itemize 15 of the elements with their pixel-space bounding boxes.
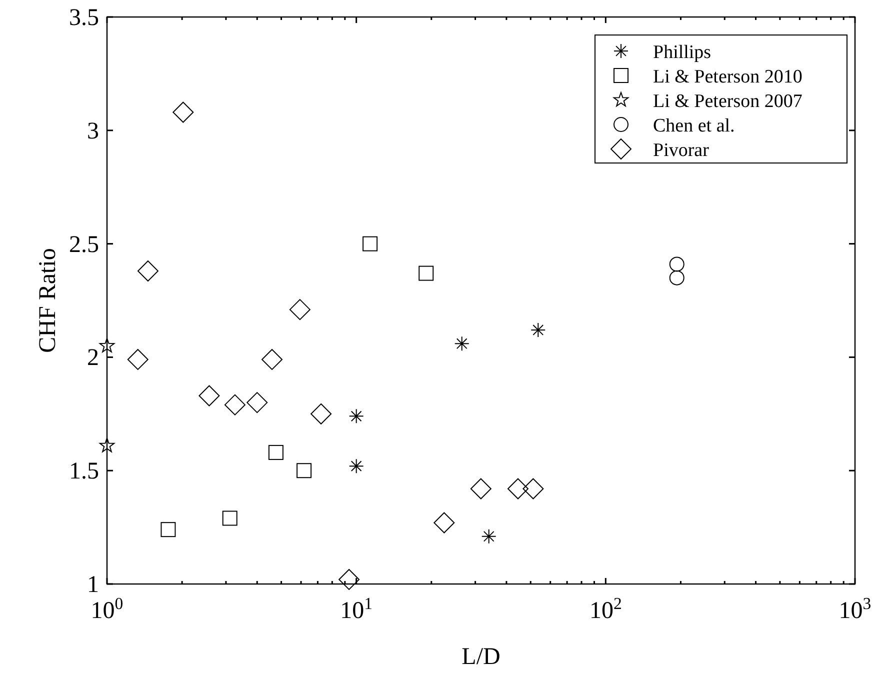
- y-tick-label: 2: [87, 345, 99, 372]
- x-axis-title: L/D: [462, 644, 500, 670]
- y-axis-title: CHF Ratio: [35, 248, 61, 353]
- legend-label: Phillips: [653, 42, 712, 63]
- legend-label: Chen et al.: [653, 116, 735, 136]
- legend-label: Li & Peterson 2010: [653, 66, 802, 88]
- x-tick-label: 10$^{2}$: [589, 594, 622, 624]
- y-tick-label: 3.5: [69, 5, 99, 31]
- x-tick-label: 10$^{1}$: [340, 594, 373, 624]
- y-tick-label: 1.5: [69, 458, 99, 485]
- y-tick-label: 2.5: [69, 232, 99, 258]
- y-tick-label: 3: [87, 118, 99, 144]
- x-tick-label: 10$^{3}$: [838, 594, 872, 624]
- legend-label: Li & Peterson 2007: [653, 91, 802, 112]
- legend-label: Pivorar: [653, 140, 710, 161]
